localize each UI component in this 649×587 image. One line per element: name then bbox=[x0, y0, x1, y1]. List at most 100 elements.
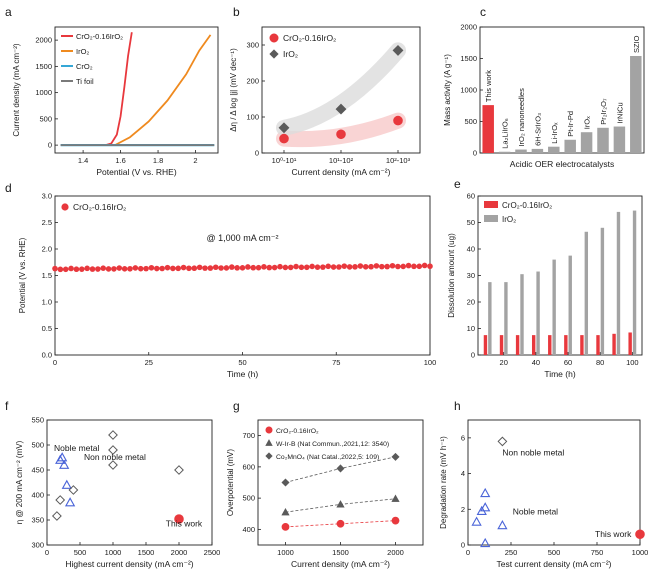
x-tick-label-f: 2500 bbox=[204, 548, 221, 557]
annotation-f-thiswork: This work bbox=[166, 519, 203, 529]
data-point-d bbox=[202, 265, 208, 271]
data-point-d bbox=[137, 265, 144, 272]
data-point-d bbox=[116, 265, 123, 271]
bar-e-gray-6 bbox=[584, 231, 589, 355]
legend-marker-b-1 bbox=[269, 49, 279, 59]
y-tick-label-a: 1500 bbox=[35, 62, 52, 71]
data-point-d bbox=[277, 263, 283, 270]
x-tick-label-b: 10¹-10² bbox=[329, 156, 354, 165]
y-tick-label-h: 4 bbox=[461, 469, 465, 478]
data-point-b-0 bbox=[393, 115, 403, 126]
data-point-h-1 bbox=[497, 436, 508, 447]
data-point-d bbox=[52, 265, 58, 272]
bar-e-gray-3 bbox=[536, 271, 540, 355]
y-tick-label-d: 1.5 bbox=[42, 271, 52, 280]
bar-c-9 bbox=[630, 55, 642, 154]
bar-c-3 bbox=[531, 148, 544, 153]
data-point-f-0 bbox=[61, 479, 72, 489]
data-point-d bbox=[255, 264, 262, 271]
panel-label-e: e bbox=[454, 177, 461, 191]
data-point-d bbox=[132, 265, 139, 271]
x-tick-label-b: 10²-10³ bbox=[386, 156, 411, 165]
data-point-f-0 bbox=[59, 459, 70, 469]
y-axis-label-c: Mass activity (A g⁻¹) bbox=[443, 54, 452, 126]
data-point-d bbox=[212, 264, 219, 271]
y-tick-label-c: 0 bbox=[473, 149, 477, 158]
y-tick-label-d: 0.0 bbox=[42, 351, 52, 360]
data-point-d bbox=[223, 265, 230, 271]
bar-e-red-5 bbox=[564, 335, 568, 355]
data-point-g-2 bbox=[391, 452, 400, 461]
y-tick-label-e: 10 bbox=[467, 324, 475, 333]
bar-e-gray-8 bbox=[616, 211, 621, 355]
x-tick-label-e: 40 bbox=[532, 358, 540, 367]
bar-e-red-6 bbox=[580, 335, 584, 355]
data-point-d bbox=[127, 265, 133, 272]
data-point-d bbox=[357, 263, 364, 269]
legend-entry-g-0: CrO₂-0.16IrO₂ bbox=[276, 428, 319, 435]
y-tick-label-f: 550 bbox=[31, 416, 44, 425]
y-tick-label-f: 350 bbox=[31, 516, 44, 525]
series-line-a-1 bbox=[114, 34, 212, 146]
trend-band-b-1 bbox=[276, 42, 406, 136]
data-point-d bbox=[352, 264, 358, 270]
bar-c-8 bbox=[613, 126, 626, 153]
bar-c-0 bbox=[482, 105, 494, 153]
data-point-f-0 bbox=[57, 452, 68, 462]
annotation-h-noble: Noble metal bbox=[513, 507, 558, 517]
legend-marker-b-0 bbox=[269, 33, 279, 43]
data-point-f-1 bbox=[108, 445, 118, 455]
data-point-d bbox=[89, 266, 96, 272]
bar-e-red-7 bbox=[596, 335, 600, 355]
annotation-f-nonnoble: Non noble metal bbox=[84, 452, 146, 462]
annotation-f-noble: Noble metal bbox=[54, 443, 99, 453]
y-tick-label-a: 500 bbox=[39, 114, 52, 123]
x-tick-label-a: 2 bbox=[193, 156, 197, 165]
data-point-d bbox=[427, 263, 433, 270]
y-tick-label-c: 2000 bbox=[460, 23, 477, 32]
data-point-f-1 bbox=[174, 465, 184, 475]
data-point-d bbox=[78, 266, 85, 272]
annotation-h-nonnoble: Non noble metal bbox=[502, 448, 564, 458]
bar-c-2 bbox=[515, 149, 527, 153]
x-axis-label-d: Time (h) bbox=[227, 369, 258, 379]
x-tick-label-d: 100 bbox=[424, 358, 437, 367]
data-point-h-0 bbox=[480, 502, 491, 512]
x-tick-label-g: 2000 bbox=[387, 548, 404, 557]
x-tick-label-d: 75 bbox=[332, 358, 340, 367]
data-point-d bbox=[400, 263, 407, 270]
panel-label-b: b bbox=[233, 5, 240, 19]
bar-label-c-1: La₂LiIrO₆ bbox=[501, 118, 510, 149]
data-point-g-2 bbox=[336, 464, 345, 473]
data-point-g-1 bbox=[281, 507, 290, 516]
bar-e-gray-5 bbox=[568, 255, 572, 355]
x-tick-label-h: 1000 bbox=[632, 548, 649, 557]
bar-e-red-2 bbox=[515, 335, 520, 355]
x-axis-label-h: Test current density (mA cm⁻²) bbox=[496, 559, 611, 569]
y-tick-label-b: 0 bbox=[255, 149, 259, 158]
panel-label-c: c bbox=[480, 5, 486, 19]
y-tick-label-d: 3.0 bbox=[42, 192, 52, 201]
y-axis-label-a: Current density (mA cm⁻²) bbox=[12, 43, 21, 136]
data-point-h-0 bbox=[480, 487, 491, 498]
panel-label-d: d bbox=[5, 181, 12, 195]
data-point-b-0 bbox=[279, 133, 289, 144]
y-tick-label-h: 0 bbox=[461, 541, 465, 550]
y-tick-label-g: 500 bbox=[242, 494, 255, 503]
legend-marker-g-0 bbox=[265, 426, 273, 434]
y-tick-label-f: 300 bbox=[31, 541, 44, 550]
data-point-d bbox=[362, 263, 369, 270]
x-tick-label-a: 1.4 bbox=[78, 156, 88, 165]
plot-frame-d bbox=[54, 195, 431, 356]
bar-c-4 bbox=[548, 146, 560, 153]
bar-label-c-3: 6H-SrIrO₃ bbox=[533, 113, 542, 146]
data-point-d bbox=[164, 264, 171, 271]
y-tick-label-e: 30 bbox=[467, 271, 475, 280]
data-point-d bbox=[175, 265, 182, 272]
legend-marker-d bbox=[61, 203, 69, 211]
annotation-d: @ 1,000 mA cm⁻² bbox=[207, 233, 279, 243]
data-point-d bbox=[325, 263, 332, 270]
x-tick-label-f: 2000 bbox=[171, 548, 188, 557]
data-point-d bbox=[266, 264, 273, 271]
data-point-d bbox=[389, 262, 396, 269]
